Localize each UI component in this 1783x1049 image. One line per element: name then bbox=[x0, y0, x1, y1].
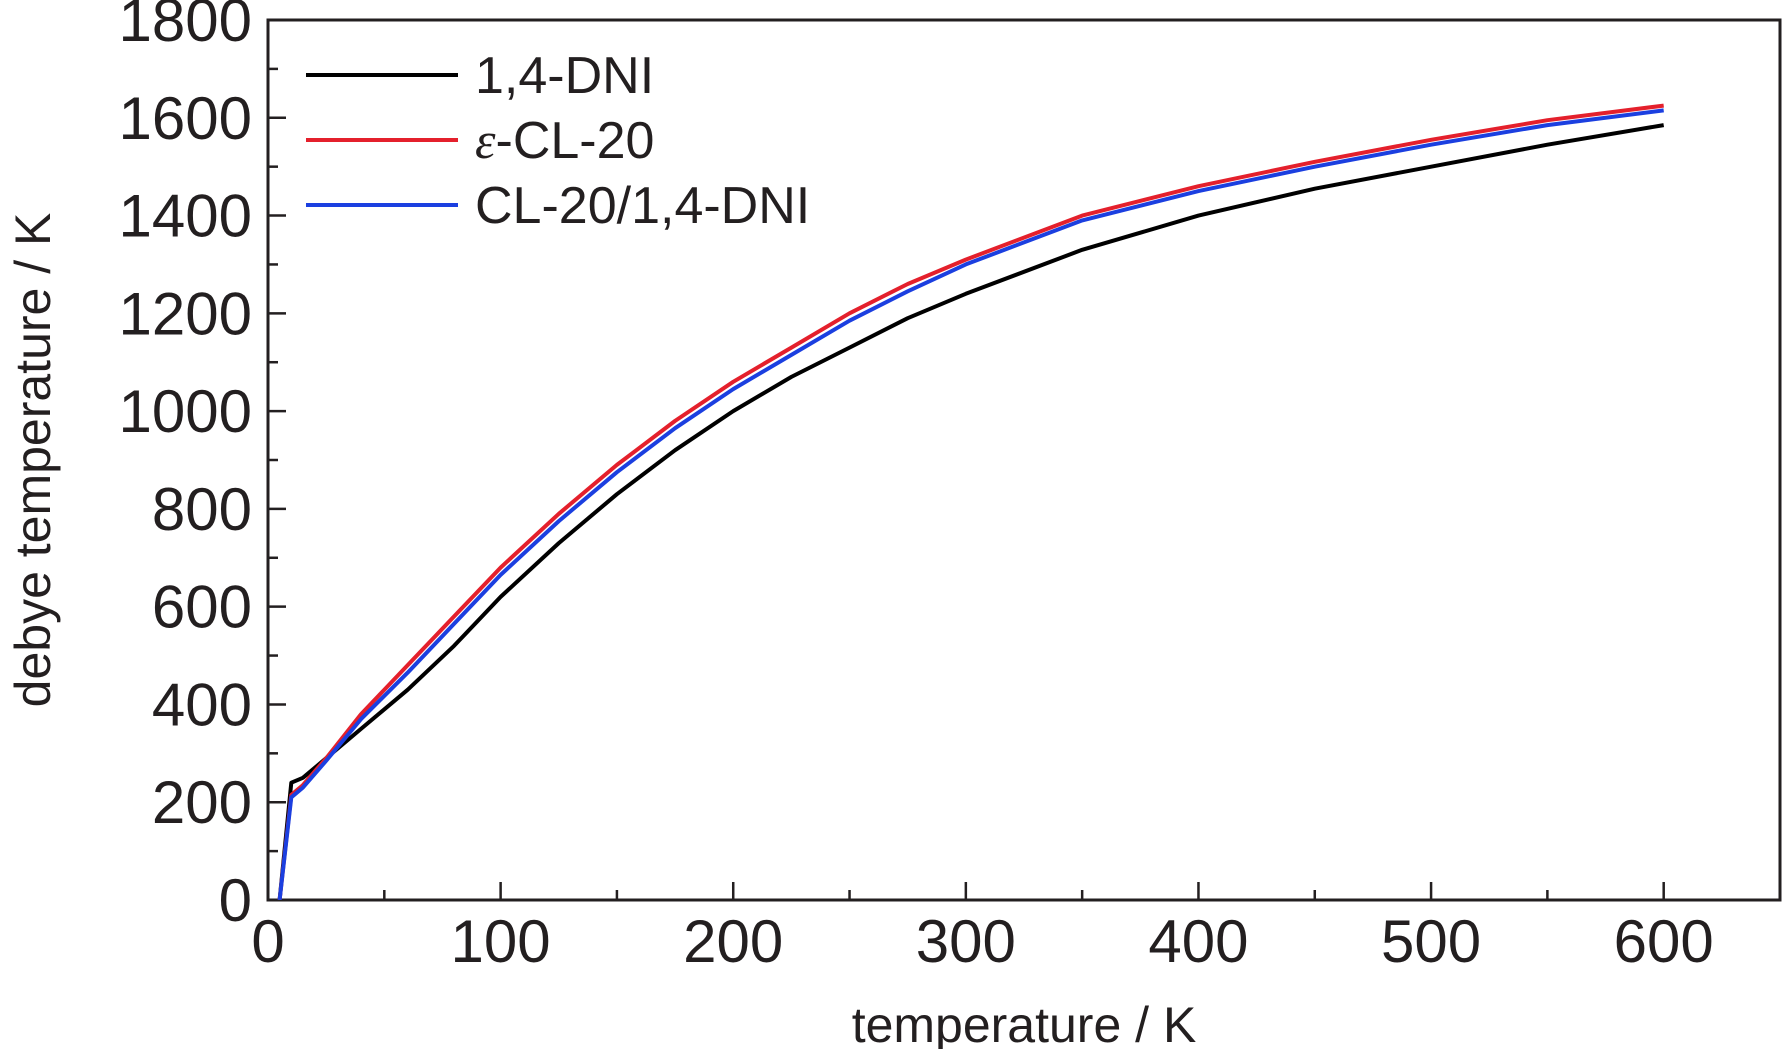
x-tick-label: 300 bbox=[916, 908, 1016, 975]
series-line-1 bbox=[277, 123, 1665, 900]
y-tick-label: 800 bbox=[152, 476, 252, 543]
axis-ticks bbox=[266, 18, 1782, 902]
y-tick-label: 1200 bbox=[119, 280, 252, 347]
x-tick-label: 200 bbox=[683, 908, 783, 975]
series-lines bbox=[277, 103, 1665, 900]
y-tick-label: 1600 bbox=[119, 85, 252, 152]
legend-label-2: ε-CL-20 bbox=[475, 112, 654, 170]
y-tick-label: 0 bbox=[219, 867, 252, 934]
x-axis-title: temperature / K bbox=[852, 997, 1197, 1049]
y-tick-label: 600 bbox=[152, 574, 252, 641]
legend: 1,4-DNI ε-CL-20 CL-20/1,4-DNI bbox=[306, 47, 810, 235]
series-line-2 bbox=[277, 103, 1664, 900]
y-axis-title: debye temperature / K bbox=[5, 213, 61, 708]
y-tick-label: 1400 bbox=[119, 183, 252, 250]
x-tick-label: 500 bbox=[1381, 908, 1481, 975]
x-tick-label: 0 bbox=[251, 908, 284, 975]
x-tick-label: 400 bbox=[1148, 908, 1248, 975]
series-line-3 bbox=[277, 108, 1664, 900]
legend-label-3: CL-20/1,4-DNI bbox=[475, 177, 810, 235]
y-tick-label: 200 bbox=[152, 769, 252, 836]
axis-tick-labels: 0 100 200 300 400 500 600 0 200 400 600 800 1000 1200… bbox=[119, 0, 1714, 975]
x-tick-label: 100 bbox=[451, 908, 551, 975]
legend-label-1: 1,4-DNI bbox=[475, 47, 654, 105]
y-tick-label: 400 bbox=[152, 671, 252, 738]
x-tick-label: 600 bbox=[1614, 908, 1714, 975]
y-tick-label: 1000 bbox=[119, 378, 252, 445]
y-tick-label: 1800 bbox=[119, 0, 252, 54]
